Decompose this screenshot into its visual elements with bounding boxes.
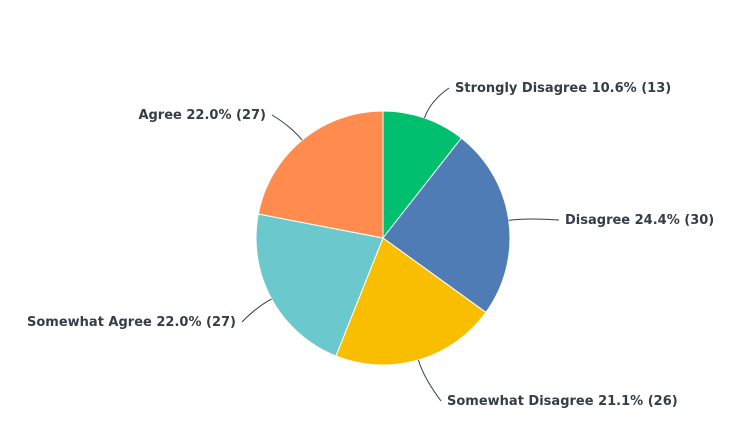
slice-label: Agree 22.0% (27) [138, 108, 266, 123]
value-label: 10.6% (13) [592, 81, 672, 96]
slice-label: Strongly Disagree 10.6% (13) [455, 81, 671, 96]
pie-slice [255, 213, 384, 357]
leader-line [241, 298, 272, 323]
leader-line [417, 359, 442, 402]
pie-slice [257, 110, 384, 239]
category-name: Strongly Disagree [455, 81, 587, 96]
category-name: Disagree [565, 213, 630, 228]
pie-slice [382, 110, 463, 240]
leader-line [508, 218, 560, 221]
slice-label: Disagree 24.4% (30) [565, 213, 714, 228]
category-name: Agree [138, 108, 182, 123]
value-label: 21.1% (26) [598, 394, 678, 409]
pie-slice [382, 137, 511, 314]
value-label: 22.0% (27) [186, 108, 266, 123]
slice-label: Somewhat Disagree 21.1% (26) [447, 394, 678, 409]
category-name: Somewhat Agree [27, 315, 152, 330]
value-label: 24.4% (30) [635, 213, 715, 228]
category-name: Somewhat Disagree [447, 394, 594, 409]
leader-line [271, 114, 303, 141]
leader-line [424, 87, 450, 119]
slice-label: Somewhat Agree 22.0% (27) [27, 315, 236, 330]
value-label: 22.0% (27) [156, 315, 236, 330]
